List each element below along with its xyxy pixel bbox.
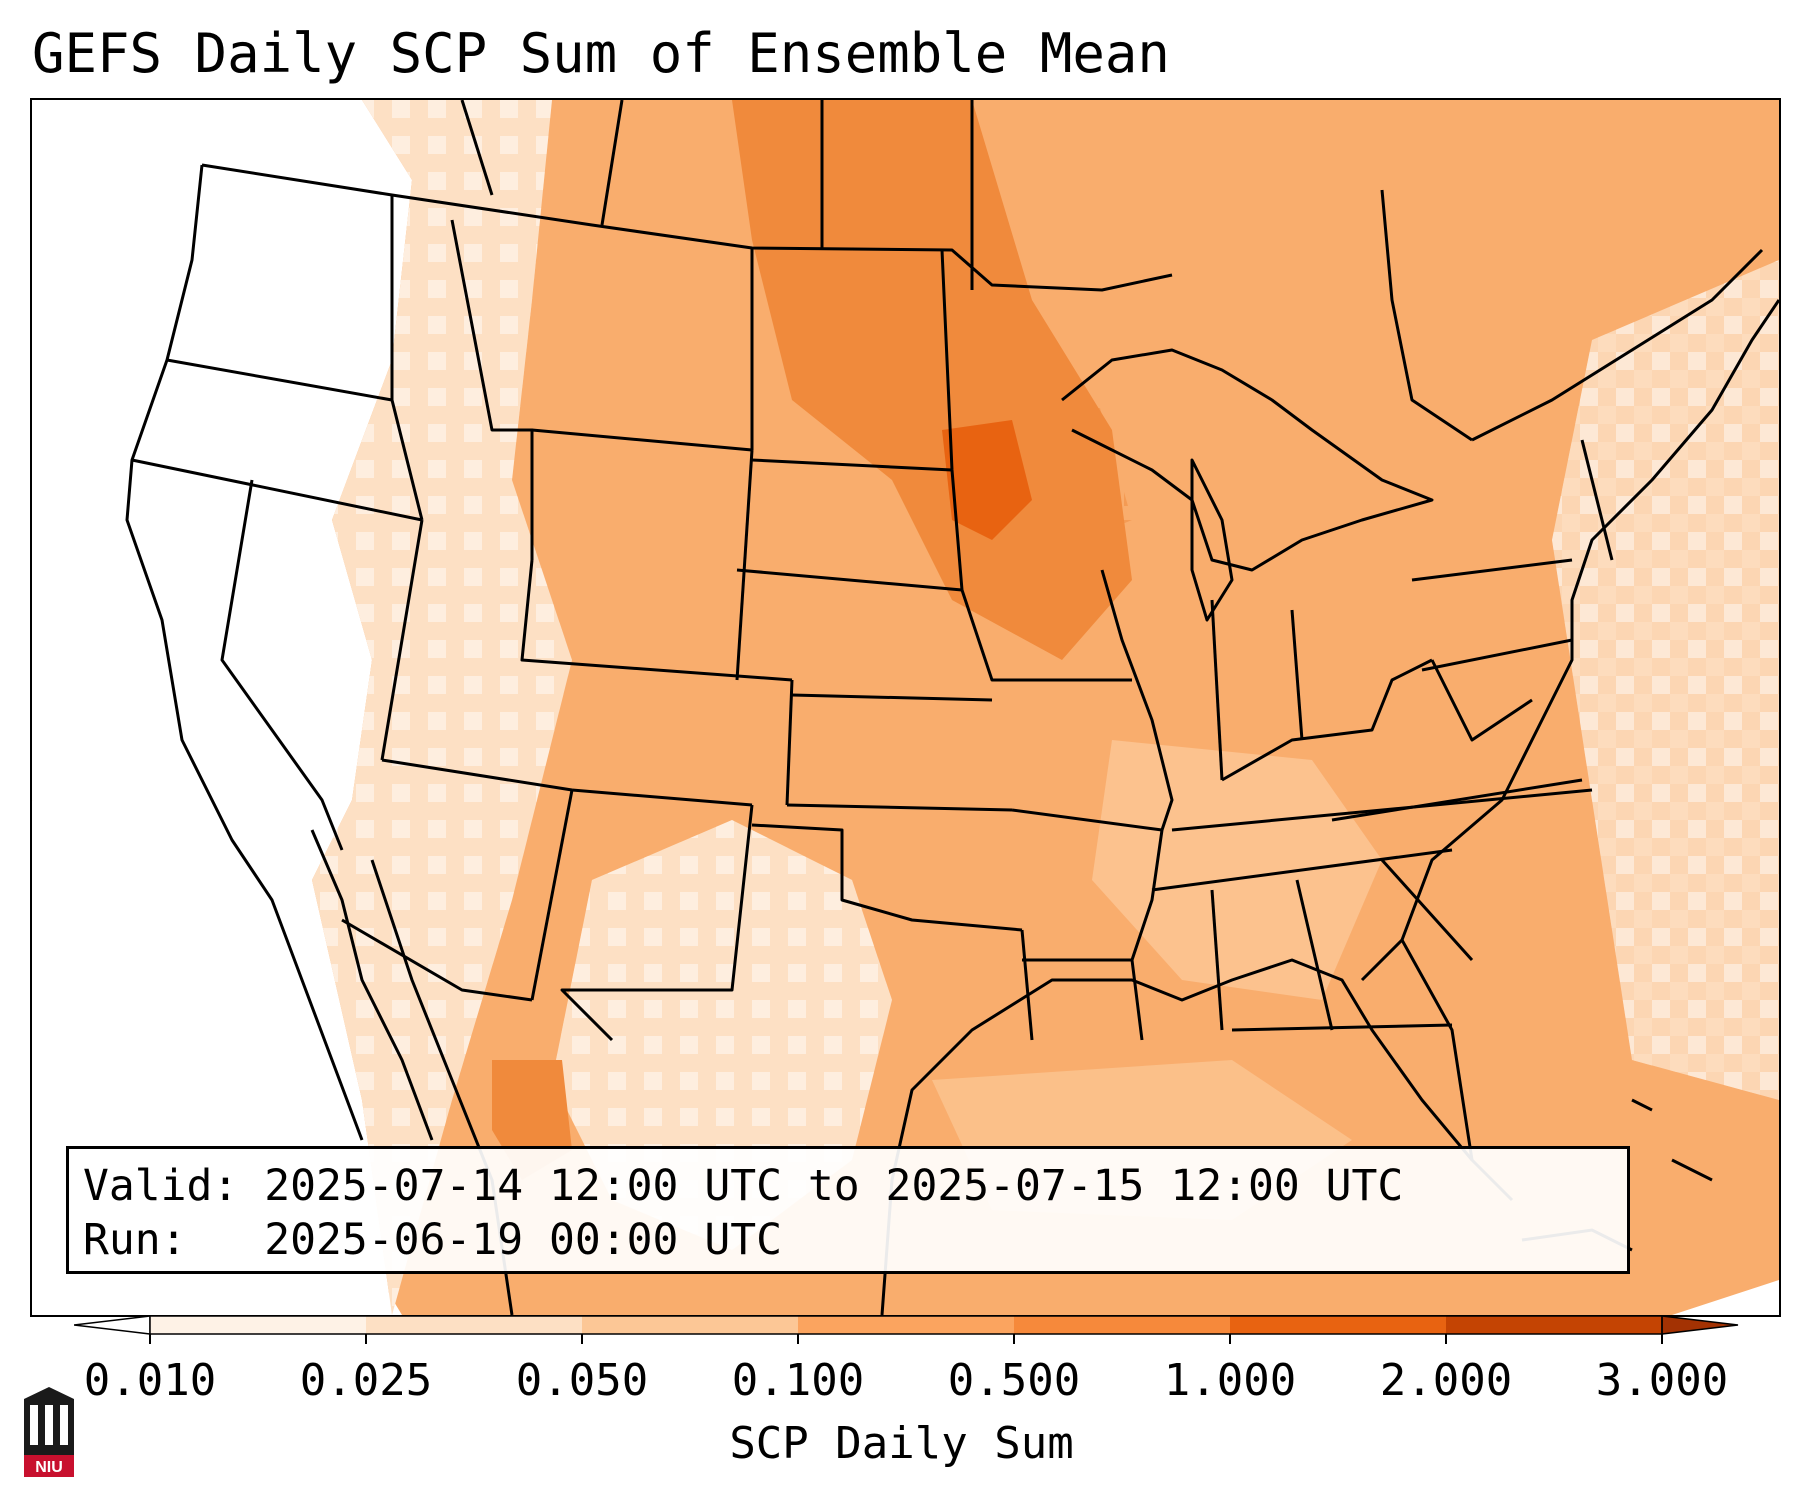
state-nm-tx [560, 804, 754, 1042]
state-ok-tx [751, 823, 1023, 932]
colorbar-tick-label: 3.000 [1595, 1355, 1729, 1406]
state-or-ca-nv [131, 458, 423, 522]
state-az-nm [530, 789, 574, 1001]
island-bahamas [1671, 1158, 1713, 1182]
run-value: 2025-06-19 00:00 UTC [264, 1215, 782, 1265]
state-mississippi-river [1100, 569, 1174, 1041]
state-ga-fl [1231, 1023, 1453, 1032]
state-pa-south [1421, 638, 1573, 672]
map-domain-edge [1672, 1280, 1779, 1315]
colorbar-tick-label: 0.025 [299, 1355, 433, 1406]
lake-michigan [1190, 458, 1234, 622]
state-il-in [1210, 599, 1224, 781]
state-nc-va [1331, 778, 1583, 822]
border-quebec [1471, 248, 1764, 442]
border-bc-alberta [460, 100, 494, 196]
state-wa-or [166, 358, 393, 402]
coast-atlantic [1400, 299, 1779, 941]
niu-logo-graphic: NIU [24, 1387, 74, 1477]
scp-field-low-west [32, 100, 412, 1315]
scp-field-peak-minnesota [942, 420, 1032, 540]
state-ks-ok [786, 803, 1013, 812]
map-svg [32, 100, 1779, 1315]
state-mt-wy [531, 428, 753, 452]
colorbar-segment [1014, 1316, 1231, 1334]
state-wy-sd [735, 449, 754, 681]
svg-text:NIU: NIU [35, 1459, 63, 1476]
state-co-ks [785, 679, 794, 806]
colorbar-tick-label: 2.000 [1379, 1355, 1513, 1406]
state-id-west [390, 195, 424, 521]
coast-gulf [880, 958, 1474, 1315]
colorbar-tick-label: 0.100 [731, 1355, 865, 1406]
state-ut-nv [380, 519, 424, 761]
colorbar-outline [149, 1315, 1663, 1335]
border-alberta-sask [600, 100, 624, 226]
scp-field-pale-atlantic-speckle [1552, 260, 1779, 1100]
colorbar-tick-label: 0.010 [83, 1355, 217, 1406]
colorbar-label: SCP Daily Sum [729, 1418, 1074, 1469]
colorbar-segments [74, 1315, 1739, 1335]
state-mn-west [940, 249, 964, 591]
colorbar-segment [582, 1316, 799, 1334]
map-panel [30, 98, 1781, 1317]
run-label: Run: [83, 1215, 187, 1265]
border-canada-ontario [1380, 189, 1473, 442]
state-ut-az [381, 758, 573, 792]
state-tx-la [1020, 929, 1034, 1041]
state-tn-south [1151, 848, 1453, 892]
state-ne-ks [791, 693, 993, 702]
colorbar-segment [798, 1316, 1015, 1334]
colorbar [74, 1315, 1739, 1344]
colorbar-over-extend [1661, 1315, 1739, 1335]
colorbar-ticks [149, 1334, 1663, 1344]
state-ms-al [1210, 889, 1224, 1031]
colorbar-segment [366, 1316, 583, 1334]
state-co-nm [571, 788, 753, 807]
boundary-lines [125, 100, 1779, 1315]
state-mo-ar [1011, 808, 1163, 832]
valid-row: Valid: 2025-07-14 12:00 UTC to 2025-07-1… [83, 1159, 1613, 1213]
state-nv [220, 479, 344, 851]
state-sd-ne [736, 568, 963, 592]
state-wy-co [520, 559, 793, 682]
colorbar-tick-label: 1.000 [1163, 1355, 1297, 1406]
state-pa-ny [1411, 558, 1573, 582]
niu-logo: NIU [20, 1385, 78, 1481]
colorbar-tick-label: 0.050 [515, 1355, 649, 1406]
state-az-mexico [341, 918, 533, 1002]
colorbar-under-extend [74, 1315, 151, 1335]
state-id-mt [450, 219, 534, 560]
chart-title: GEFS Daily SCP Sum of Ensemble Mean [32, 22, 1170, 85]
island-bahamas-north [1631, 1098, 1653, 1112]
state-in-oh [1290, 609, 1304, 741]
state-ny-new-england [1580, 439, 1614, 561]
colorbar-tick-label: 0.500 [947, 1355, 1081, 1406]
coast-pacific [125, 164, 364, 1141]
state-wv-va [1430, 659, 1533, 742]
state-nd-sd [751, 458, 953, 472]
state-ky-tn [1171, 788, 1593, 832]
valid-label: Valid: [83, 1161, 239, 1211]
valid-value: 2025-07-14 12:00 UTC to 2025-07-15 12:00… [264, 1161, 1404, 1211]
state-ia-mo [960, 589, 1132, 682]
scp-field-pale-texas-speckle [552, 820, 892, 1250]
state-ohio-river [1221, 658, 1433, 782]
state-al-ga [1295, 879, 1334, 1031]
border-us-canada [201, 163, 1173, 292]
colorbar-segment [1230, 1316, 1447, 1334]
run-row: Run: 2025-06-19 00:00 UTC [83, 1213, 1613, 1267]
coast-baja [310, 829, 434, 1141]
great-lakes [1061, 348, 1434, 572]
valid-run-box: Valid: 2025-07-14 12:00 UTC to 2025-07-1… [66, 1146, 1630, 1274]
colorbar-segment [1446, 1316, 1663, 1334]
state-ga-sc [1380, 858, 1474, 962]
colorbar-segment [150, 1316, 367, 1334]
